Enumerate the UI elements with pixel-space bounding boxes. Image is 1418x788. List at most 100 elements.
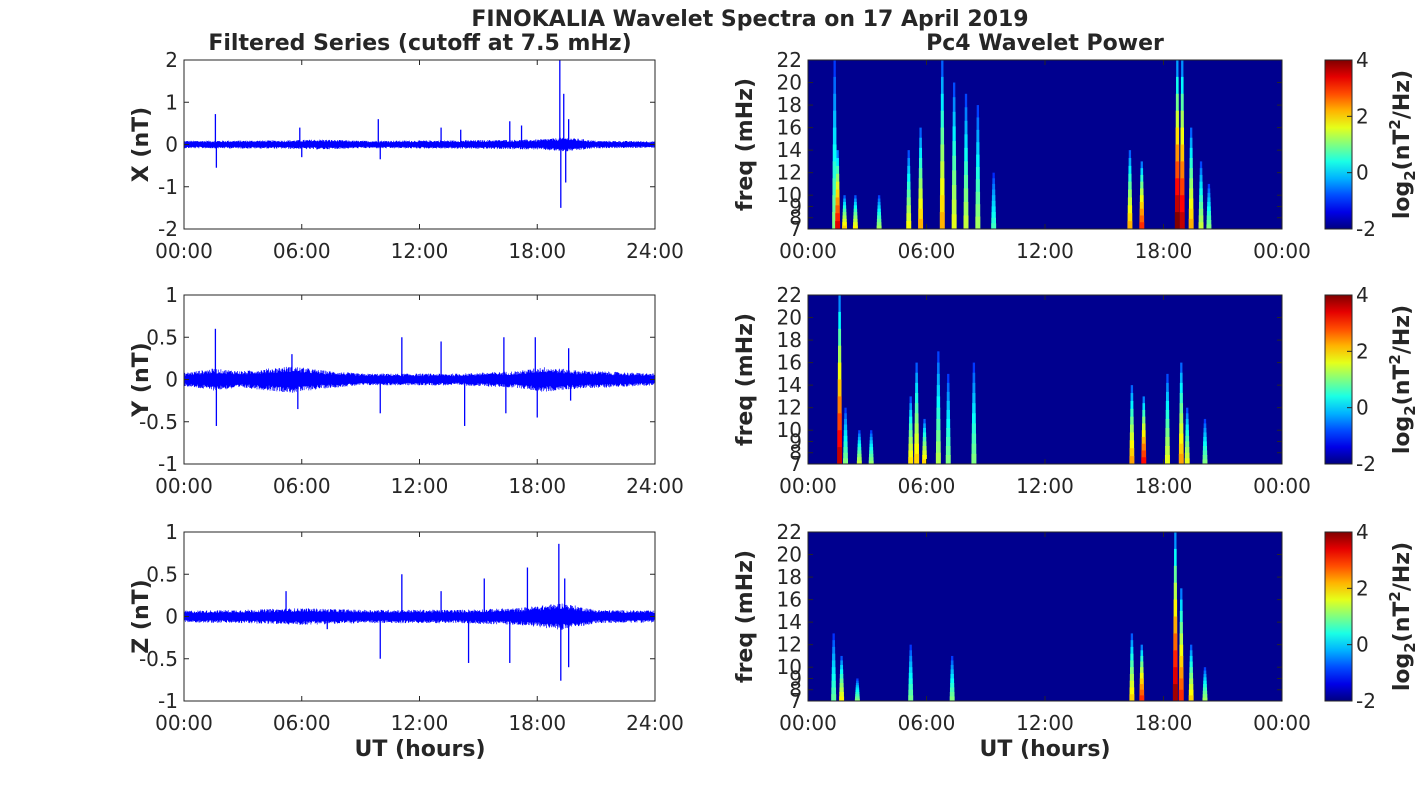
heatmap-streak — [1130, 653, 1134, 661]
heatmap-streak — [940, 127, 945, 145]
heatmap-streak — [1203, 423, 1207, 429]
heatmap-streak — [853, 212, 858, 216]
heatmap-streak — [908, 684, 913, 691]
heatmap-streak — [918, 188, 923, 200]
heatmap-streak — [1140, 650, 1144, 657]
heatmap-streak — [1140, 661, 1144, 668]
y-tick-label: 14 — [777, 373, 802, 397]
figure-title: FINOKALIA Wavelet Spectra on 17 April 20… — [471, 7, 1028, 32]
heatmap-streak — [832, 212, 838, 230]
heatmap-streak — [975, 191, 981, 205]
heatmap-streak — [1130, 424, 1134, 433]
heatmap-streak — [1203, 684, 1207, 688]
heatmap-streak — [949, 696, 955, 702]
y-tick-label: 1 — [165, 90, 178, 114]
heatmap-streak — [1179, 644, 1184, 657]
heatmap-streak — [1179, 372, 1183, 384]
heatmap-streak — [1173, 667, 1178, 685]
heatmap-streak — [963, 174, 969, 189]
heatmap-streak — [952, 126, 956, 142]
colorbar-label: log2(nT2/Hz) — [1386, 70, 1418, 219]
heatmap-streak — [941, 76, 944, 95]
heatmap-streak — [869, 436, 873, 441]
heatmap-streak — [1185, 435, 1190, 442]
heatmap-streak — [950, 664, 954, 670]
y-axis-label: freq (mHz) — [733, 550, 758, 683]
heatmap-streak — [1179, 403, 1184, 414]
heatmap-streak — [908, 436, 913, 445]
heatmap-streak — [1141, 457, 1147, 465]
x-tick-label: 12:00 — [391, 239, 449, 263]
heatmap-streak — [833, 93, 837, 112]
colorbar-tick-label: -2 — [1356, 689, 1376, 713]
x-tick-label: 06:00 — [898, 474, 956, 498]
heatmap-streak — [877, 205, 881, 210]
heatmap-streak — [868, 460, 874, 465]
heatmap-streak — [952, 111, 956, 127]
y-tick-label: 16 — [777, 116, 802, 140]
heatmap-streak — [940, 178, 945, 196]
colorbar-label-part: (nT — [1390, 365, 1415, 406]
heatmap-streak — [976, 105, 979, 118]
heatmap-streak — [906, 197, 911, 206]
heatmap-streak — [946, 400, 950, 411]
heatmap-streak — [952, 97, 956, 113]
series-panel-y: 1 0.5 0 -0.5 -1 Y (nT) 00:00 06:00 12:00 18:00 24:… — [129, 283, 684, 498]
heatmap-streak — [1173, 565, 1177, 584]
heatmap-streak — [839, 691, 844, 697]
x-tick-label: 12:00 — [391, 711, 449, 735]
heatmap-streak — [919, 147, 923, 159]
heatmap-streak — [919, 127, 922, 139]
heatmap-streak — [940, 144, 945, 162]
heatmap-streak — [914, 423, 919, 435]
heatmap-streak — [1180, 178, 1185, 196]
heatmap-streak — [831, 673, 836, 682]
heatmap-streak — [839, 682, 844, 688]
colorbar-label-part: log — [1390, 653, 1415, 691]
heatmap-streak — [918, 198, 923, 210]
colorbar-label-subscript: 2 — [1401, 170, 1418, 180]
heatmap-streak — [1141, 450, 1147, 458]
y-tick-label: 12 — [777, 161, 802, 185]
heatmap-streak — [1189, 158, 1193, 169]
heatmap-streak — [840, 664, 844, 670]
heatmap-streak — [1179, 610, 1183, 623]
x-tick-label: 18:00 — [508, 711, 566, 735]
colorbar-tick-label: -2 — [1356, 452, 1376, 476]
heatmap-streak — [907, 173, 911, 183]
heatmap-streak — [1166, 391, 1169, 402]
x-tick-label: 00:00 — [155, 474, 213, 498]
heatmap-streak — [909, 403, 912, 411]
heatmap-streak — [951, 199, 957, 215]
y-tick-label: 20 — [777, 306, 802, 330]
heatmap-streak — [1188, 695, 1194, 702]
heatmap-streak — [1139, 689, 1145, 696]
heatmap-streak — [837, 430, 842, 448]
heatmap-streak — [940, 93, 944, 112]
heatmap-streak — [832, 633, 835, 641]
heatmap-streak — [1130, 646, 1134, 655]
heatmap-streak — [877, 212, 881, 216]
heatmap-streak — [1180, 144, 1185, 162]
heatmap-streak — [952, 141, 956, 157]
y-tick-label: 2 — [165, 48, 178, 72]
heatmap-streak — [837, 396, 842, 414]
heatmap-streak — [1180, 93, 1184, 112]
heatmap-background — [808, 532, 1282, 701]
heatmap-streak — [1198, 201, 1204, 210]
heatmap-streak — [1165, 436, 1170, 447]
y-tick-label: 8 — [789, 678, 802, 702]
heatmap-streak — [1174, 195, 1180, 213]
heatmap-streak — [1127, 213, 1133, 222]
heatmap-streak — [1139, 201, 1144, 210]
y-tick-label: -0.5 — [139, 410, 178, 434]
heatmap-streak — [909, 396, 912, 404]
heatmap-streak — [976, 154, 980, 168]
heatmap-streak — [1203, 427, 1207, 433]
heatmap-streak — [1166, 373, 1169, 384]
y-tick-label: 8 — [789, 441, 802, 465]
heatmap-streak — [1178, 689, 1184, 702]
heatmap-streak — [869, 443, 873, 448]
heatmap-streak — [1189, 178, 1194, 189]
